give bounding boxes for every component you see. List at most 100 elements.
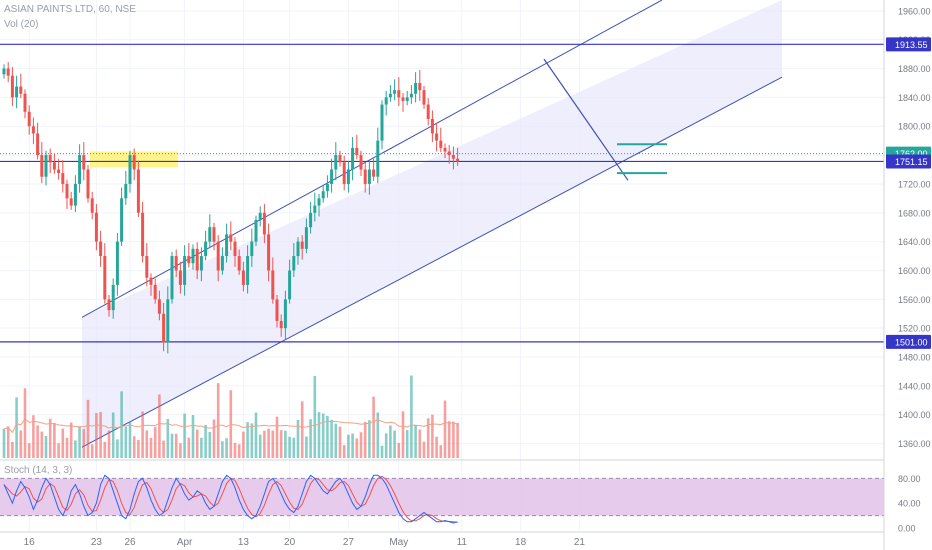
price-level-tag-label: 1762.00 [895, 149, 928, 159]
volume-bar [401, 411, 405, 458]
candle-body [57, 169, 61, 174]
volume-bar [435, 436, 438, 458]
volume-bar [443, 400, 447, 458]
volume-bar [53, 422, 56, 458]
horizontal-levels[interactable] [0, 43, 884, 343]
volume-bar [191, 415, 195, 458]
candle-body [418, 82, 422, 91]
volume-bar [132, 436, 136, 458]
volume-bar [263, 430, 266, 458]
time-tick-label: 26 [124, 537, 136, 548]
candle-body [191, 248, 195, 264]
volume-bar [372, 396, 375, 458]
candle-body [435, 133, 439, 141]
candle-body [439, 140, 443, 148]
candle-body [262, 212, 266, 235]
time-axis[interactable]: 16 23 26 Apr 13 20 27 May 11 18 21 [0, 531, 884, 548]
price-tick-label: 1480.00 [898, 353, 931, 363]
volume-bar [170, 433, 174, 458]
candle-body [220, 256, 224, 271]
stoch-tick-label: 0.00 [898, 524, 916, 534]
candle-body [52, 162, 56, 170]
candle-body [346, 169, 350, 184]
time-tick-label: 27 [343, 537, 355, 548]
candle-body [292, 256, 296, 271]
candle-body [107, 299, 111, 311]
candle-body [199, 256, 203, 271]
candle-body [86, 169, 90, 199]
candle-body [136, 169, 140, 213]
volume-bar [90, 444, 94, 458]
candle-body [19, 86, 23, 94]
price-level-tag-label: 1751.15 [895, 157, 928, 167]
volume-bar [27, 443, 31, 458]
price-tick-label: 1560.00 [898, 295, 931, 305]
volume-bar [11, 441, 14, 458]
candle-body [124, 183, 128, 199]
stochastic-pane [0, 459, 884, 524]
candle-body [2, 68, 6, 75]
volume-bar [431, 414, 434, 458]
candle-body [145, 256, 149, 278]
volume-bar [36, 425, 39, 458]
down-trendline[interactable] [543, 58, 629, 181]
candle-body [304, 227, 308, 249]
volume-bar [212, 419, 216, 458]
volume-bar [158, 394, 161, 458]
volume-bar [258, 434, 262, 458]
candle-body [388, 93, 392, 98]
time-tick-label: Apr [177, 537, 193, 548]
target-marks[interactable] [617, 143, 667, 175]
candle-body [208, 227, 212, 242]
candle-body [246, 256, 250, 285]
volume-bar [124, 426, 128, 458]
time-tick-label: 16 [24, 537, 36, 548]
candle-body [31, 126, 35, 134]
stoch-band [0, 478, 884, 516]
candle-body [153, 284, 157, 300]
candle-body [279, 320, 283, 329]
volume-bar [166, 418, 170, 458]
volume-bar [380, 445, 384, 458]
volume-bar [204, 424, 207, 458]
volume-bar [351, 433, 354, 458]
candle-body [157, 299, 161, 314]
volume-bar [32, 415, 35, 458]
candle-body [61, 173, 65, 184]
volume-bar [279, 430, 283, 458]
channel-upper-line [81, 0, 663, 318]
volume-bar [368, 420, 371, 458]
volume-bar [107, 430, 111, 458]
volume-bar [267, 428, 270, 458]
candle-body [430, 119, 434, 134]
volume-bar [103, 441, 107, 458]
volume-bar [95, 413, 98, 458]
volume-bar [149, 437, 153, 458]
volume-bar [410, 375, 413, 458]
price-level-tag [886, 334, 931, 349]
candle-body [99, 241, 103, 257]
candle-body [288, 270, 292, 300]
candle-body [275, 299, 279, 321]
price-tick-label: 1840.00 [898, 93, 931, 103]
candle-body [44, 155, 48, 177]
candle-body [233, 241, 237, 257]
candle-body [170, 256, 174, 300]
volume-bar [78, 426, 81, 458]
volume-bar [174, 433, 178, 458]
volume-bar [86, 399, 90, 458]
volume-bar [44, 436, 48, 458]
volume-bar [48, 418, 52, 458]
price-tick-label: 1680.00 [898, 208, 931, 218]
candle-body [359, 155, 363, 170]
volume-bar [141, 411, 144, 458]
volume-bar [363, 421, 367, 458]
time-tick-label: 13 [238, 537, 250, 548]
volume-bar [82, 428, 86, 458]
price-scale[interactable]: 1360.00 1400.00 1440.00 1480.00 1520.00 1560.… [883, 0, 932, 550]
volume-bar [292, 437, 296, 458]
candle-body [376, 140, 380, 177]
ascending-channel[interactable] [81, 0, 783, 448]
candle-body [195, 248, 199, 271]
